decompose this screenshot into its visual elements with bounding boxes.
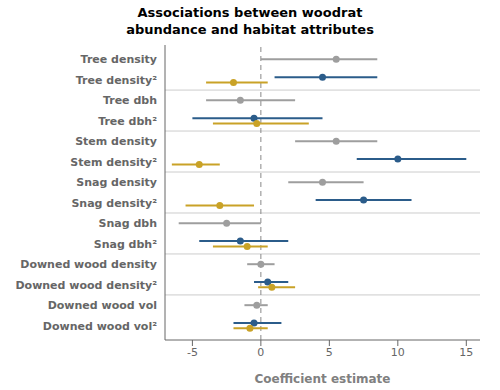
svg-text:5: 5 [326,346,333,359]
svg-text:Stem density²: Stem density² [70,156,157,169]
svg-text:Tree density: Tree density [81,53,157,66]
svg-text:Downed wood density: Downed wood density [20,258,157,271]
svg-text:Downed wood vol: Downed wood vol [48,299,157,312]
svg-text:Tree dbh²: Tree dbh² [98,115,157,128]
html-text:abundance and habitat attribut: abundance and habitat attributes [126,22,374,37]
html-text:Associations between woodrat: Associations between woodrat [137,5,363,20]
svg-text:-5: -5 [187,346,198,359]
svg-text:Downed wood vol²: Downed wood vol² [43,320,157,333]
svg-text:Snag dbh: Snag dbh [99,217,157,230]
svg-text:15: 15 [459,346,473,359]
svg-text:0: 0 [257,346,264,359]
svg-text:Snag density: Snag density [76,176,157,189]
svg-text:10: 10 [391,346,405,359]
svg-text:Snag density²: Snag density² [71,197,157,210]
svg-text:Coefficient estimate: Coefficient estimate [254,372,390,386]
svg-text:Downed wood density²: Downed wood density² [15,279,157,292]
svg-text:Stem density: Stem density [75,135,157,148]
svg-text:Snag dbh²: Snag dbh² [94,238,157,251]
svg-text:Tree density²: Tree density² [76,74,157,87]
svg-text:Tree dbh: Tree dbh [103,94,157,107]
